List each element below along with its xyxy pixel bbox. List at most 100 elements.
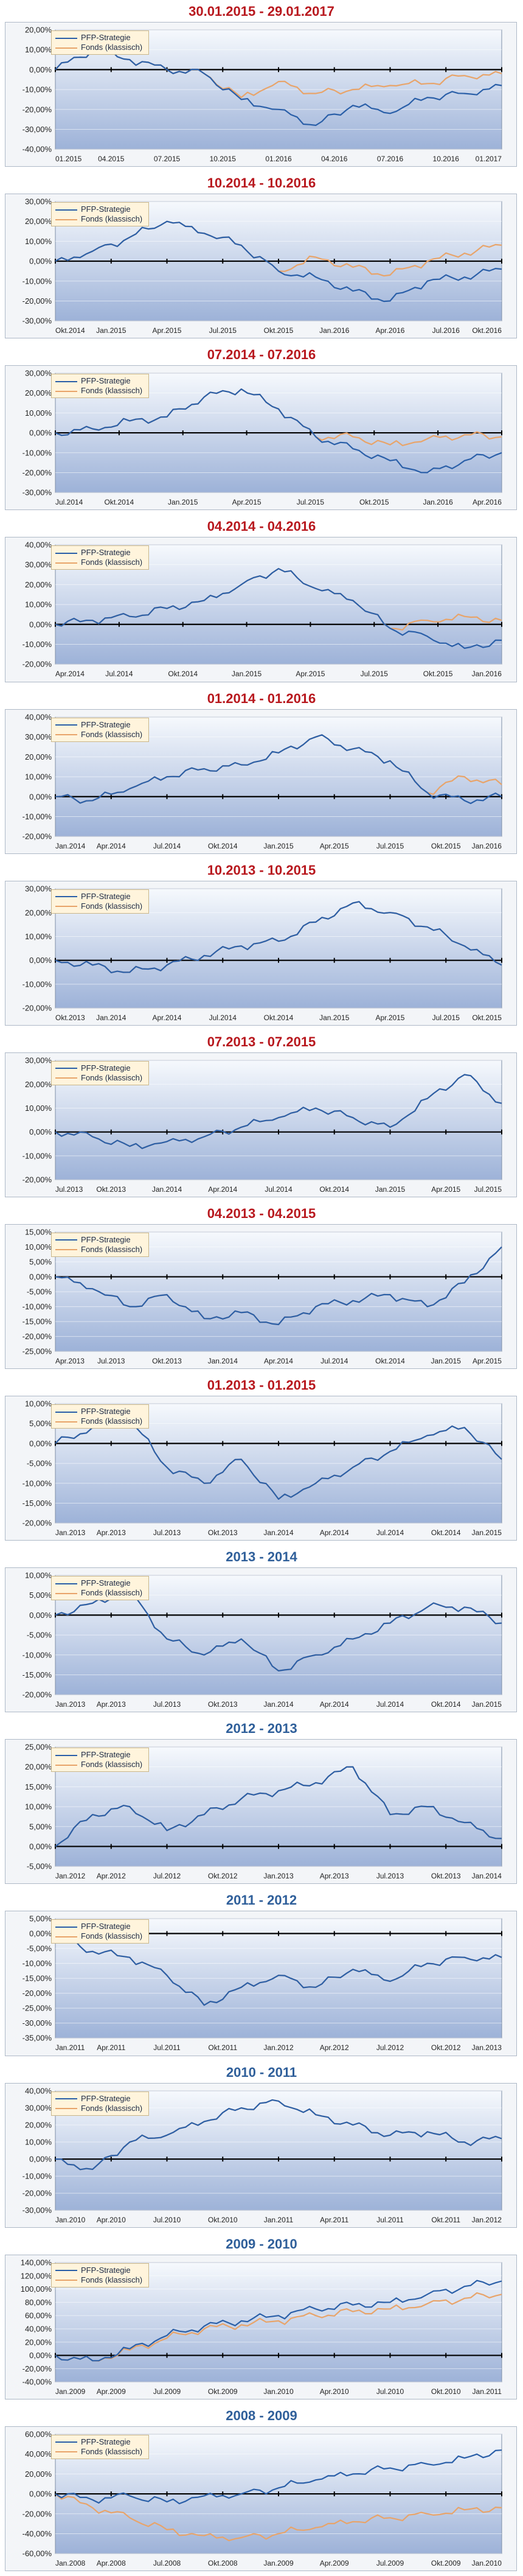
x-tick-label: Jan.2015	[96, 326, 126, 335]
y-tick-label: -10,00%	[23, 1959, 52, 1969]
x-tick-label: Jan.2015	[232, 670, 262, 679]
x-tick-label: Jan.2013	[55, 1700, 86, 1709]
chart-panel: 04.2014 - 04.2016 40,00% 30,00% 20,00% 10,00…	[0, 515, 523, 687]
x-tick-label: Jan.2014	[152, 1185, 182, 1194]
y-tick-label: 20,00%	[25, 389, 52, 398]
legend-label: Fonds (klassisch)	[81, 2275, 143, 2284]
series-line-pfp	[55, 1246, 502, 1326]
y-tick-label: 0,00%	[29, 429, 52, 438]
x-tick-label: 04.2015	[98, 155, 125, 163]
chart-title: 01.2013 - 01.2015	[207, 1377, 316, 1393]
chart-title: 2011 - 2012	[226, 1892, 297, 1908]
x-tick-label: Jan.2009	[263, 2559, 294, 2567]
x-tick-label: Jan.2016	[319, 326, 350, 335]
legend-swatch	[55, 1068, 77, 1069]
y-tick-label: 140,00%	[21, 2258, 52, 2267]
y-tick-label: 10,00%	[25, 600, 52, 609]
chart-title: 07.2013 - 07.2015	[207, 1034, 316, 1049]
x-tick-label: Jan.2013	[472, 2044, 502, 2053]
chart-panel: 04.2013 - 04.2015 15,00% 10,00% 5,00% 0,00% -…	[0, 1202, 523, 1374]
legend-label: Fonds (klassisch)	[81, 1073, 143, 1082]
legend: PFP-Strategie Fonds (klassisch)	[51, 717, 150, 742]
legend: PFP-Strategie Fonds (klassisch)	[51, 1748, 150, 1773]
y-tick-label: 20,00%	[25, 908, 52, 917]
legend-swatch	[55, 734, 77, 736]
series-line-pfp	[55, 900, 502, 973]
x-tick-label: Apr.2008	[97, 2559, 126, 2567]
legend-item-blue: PFP-Strategie	[55, 205, 142, 214]
legend: PFP-Strategie Fonds (klassisch)	[51, 2263, 150, 2287]
x-tick-label: 01.2016	[265, 155, 292, 163]
y-tick-label: -10,00%	[23, 276, 52, 285]
legend-swatch	[55, 390, 77, 392]
legend-label: PFP-Strategie	[81, 1407, 131, 1416]
x-tick-label: Apr.2015	[153, 326, 182, 335]
x-tick-label: Apr.2013	[97, 1700, 126, 1709]
legend-item-orange: Fonds (klassisch)	[55, 901, 142, 911]
y-tick-label: 30,00%	[25, 732, 52, 741]
chart-title: 2010 - 2011	[226, 2064, 297, 2080]
y-tick-label: 30,00%	[25, 1055, 52, 1065]
y-tick-label: 0,00%	[29, 2351, 52, 2360]
x-tick-label: Jul.2014	[153, 842, 181, 850]
x-tick-label: Jan.2008	[55, 2559, 86, 2567]
x-tick-label: Jul.2015	[361, 670, 389, 679]
legend-swatch	[55, 209, 77, 211]
legend-swatch	[55, 1077, 77, 1079]
legend-item-blue: PFP-Strategie	[55, 2266, 142, 2275]
chart-title: 01.2014 - 01.2016	[207, 690, 316, 706]
legend-swatch	[55, 2098, 77, 2100]
x-tick-label: Apr.2011	[320, 2216, 348, 2224]
x-tick-label: Jan.2015	[375, 1185, 406, 1194]
x-tick-label: Apr.2012	[97, 1872, 126, 1880]
y-tick-label: -10,00%	[23, 1302, 52, 1311]
y-tick-label: -25,00%	[23, 1347, 52, 1356]
x-tick-label: Okt.2014	[375, 1357, 405, 1365]
x-tick-label: Apr.2013	[320, 1872, 349, 1880]
y-tick-label: 0,00%	[29, 2489, 52, 2498]
x-tick-label: Jul.2015	[474, 1185, 502, 1194]
y-tick-label: 0,00%	[29, 1272, 52, 1281]
y-tick-label: -20,00%	[23, 468, 52, 477]
legend-item-blue: PFP-Strategie	[55, 2437, 142, 2447]
x-tick-label: Apr.2015	[320, 842, 349, 850]
legend-item-blue: PFP-Strategie	[55, 892, 142, 901]
y-tick-label: 20,00%	[25, 580, 52, 589]
legend-item-blue: PFP-Strategie	[55, 2094, 142, 2104]
x-tick-label: Jul.2013	[153, 1700, 181, 1709]
chart-panel: 07.2014 - 07.2016 30,00% 20,00% 10,00% 0,00%…	[0, 343, 523, 515]
y-tick-label: -20,00%	[23, 1175, 52, 1184]
legend-swatch	[55, 1249, 77, 1251]
legend: PFP-Strategie Fonds (klassisch)	[51, 1060, 150, 1085]
x-tick-label: Apr.2009	[97, 2387, 126, 2396]
y-tick-label: -20,00%	[23, 660, 52, 669]
chart-panel: 2012 - 2013 25,00% 20,00% 15,00% 10,00% 5,00%…	[0, 1717, 523, 1889]
x-tick-label: 10.2015	[210, 155, 237, 163]
y-tick-label: 20,00%	[25, 2469, 52, 2479]
legend-item-blue: PFP-Strategie	[55, 1407, 142, 1416]
y-tick-label: -35,00%	[23, 2034, 52, 2043]
x-tick-label: Apr.2015	[296, 670, 325, 679]
y-tick-label: 0,00%	[29, 2154, 52, 2163]
chart-panel: 2013 - 2014 10,00% 5,00% 0,00% -5,00% -10,00%…	[0, 1545, 523, 1717]
y-tick-label: -10,00%	[23, 2171, 52, 2180]
chart-panel: 2011 - 2012 5,00% 0,00% -5,00% -10,00% -15,00…	[0, 1889, 523, 2060]
x-tick-label: Jan.2009	[55, 2387, 86, 2396]
legend-label: PFP-Strategie	[81, 1922, 131, 1931]
x-tick-label: Apr.2016	[376, 326, 405, 335]
series-line-pfp	[55, 568, 502, 649]
y-tick-label: 20,00%	[25, 26, 52, 35]
y-tick-label: -15,00%	[23, 1670, 52, 1679]
series-line-pfp	[55, 388, 502, 474]
chart-panel: 07.2013 - 07.2015 30,00% 20,00% 10,00% 0,00%…	[0, 1031, 523, 1202]
y-tick-label: 25,00%	[25, 1743, 52, 1752]
legend-item-blue: PFP-Strategie	[55, 1578, 142, 1588]
x-tick-label: Apr.2012	[320, 2044, 349, 2053]
y-tick-label: 20,00%	[25, 1763, 52, 1772]
chart-title: 2012 - 2013	[226, 1721, 297, 1737]
chart-panel: 10.2014 - 10.2016 30,00% 20,00% 10,00% 0,00%…	[0, 172, 523, 343]
series-line-pfp	[55, 733, 502, 804]
x-tick-label: Jul.2014	[265, 1185, 293, 1194]
x-tick-label: Okt.2015	[264, 326, 294, 335]
x-tick-label: Okt.2009	[431, 2559, 461, 2567]
